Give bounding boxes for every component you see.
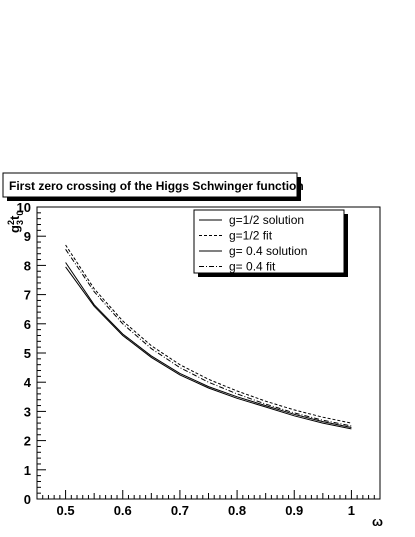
y-tick-label: 8 xyxy=(24,258,31,273)
x-tick-label: 0.9 xyxy=(285,503,303,518)
y-tick-label: 6 xyxy=(24,317,31,332)
x-axis: 0.5 0.6 0.7 0.8 0.9 1 xyxy=(36,490,381,518)
y-axis-label-tail-sub: 0 xyxy=(15,211,25,216)
title-box-frame xyxy=(2,172,298,198)
y-tick-label: 9 xyxy=(24,229,31,244)
y-axis-label-base: g xyxy=(7,225,22,233)
x-tick-label: 0.7 xyxy=(171,503,189,518)
series-line-2 xyxy=(65,244,352,424)
y-axis-label-tail: t xyxy=(7,215,22,220)
x-tick-label: 0.6 xyxy=(114,503,132,518)
x-tick-label: 0.5 xyxy=(57,503,75,518)
x-tick-label: 0.8 xyxy=(228,503,246,518)
x-tick-label: 1 xyxy=(348,503,355,518)
y-tick-label: 0 xyxy=(24,492,31,507)
y-tick-label: 4 xyxy=(24,375,32,390)
y-tick-label: 5 xyxy=(24,346,31,361)
y-tick-label: 10 xyxy=(17,200,31,215)
y-tick-label: 7 xyxy=(24,288,31,303)
y-axis-label: g23t0 xyxy=(6,211,25,233)
series-line-1 xyxy=(65,262,352,428)
svg-text:g23t0: g23t0 xyxy=(6,211,25,233)
y-axis-label-sub: 3 xyxy=(15,220,25,225)
legend-label-1: g=1/2 solution xyxy=(229,213,304,227)
legend-label-3: g= 0.4 solution xyxy=(229,244,307,258)
y-tick-label: 2 xyxy=(24,434,31,449)
y-axis: 0 1 2 3 4 5 6 7 8 9 10 xyxy=(17,200,46,507)
series-line-3 xyxy=(65,266,352,430)
legend-label-4: g= 0.4 fit xyxy=(229,260,276,274)
chart-title: First zero crossing of the Higgs Schwing… xyxy=(9,179,304,193)
y-axis-label-sup: 2 xyxy=(6,220,16,225)
y-tick-label: 1 xyxy=(24,463,31,478)
title-box: First zero crossing of the Higgs Schwing… xyxy=(2,172,304,201)
x-axis-label: ω xyxy=(372,514,383,529)
y-tick-label: 3 xyxy=(24,404,31,419)
legend-label-2: g=1/2 fit xyxy=(229,229,273,243)
series-group xyxy=(65,244,352,430)
